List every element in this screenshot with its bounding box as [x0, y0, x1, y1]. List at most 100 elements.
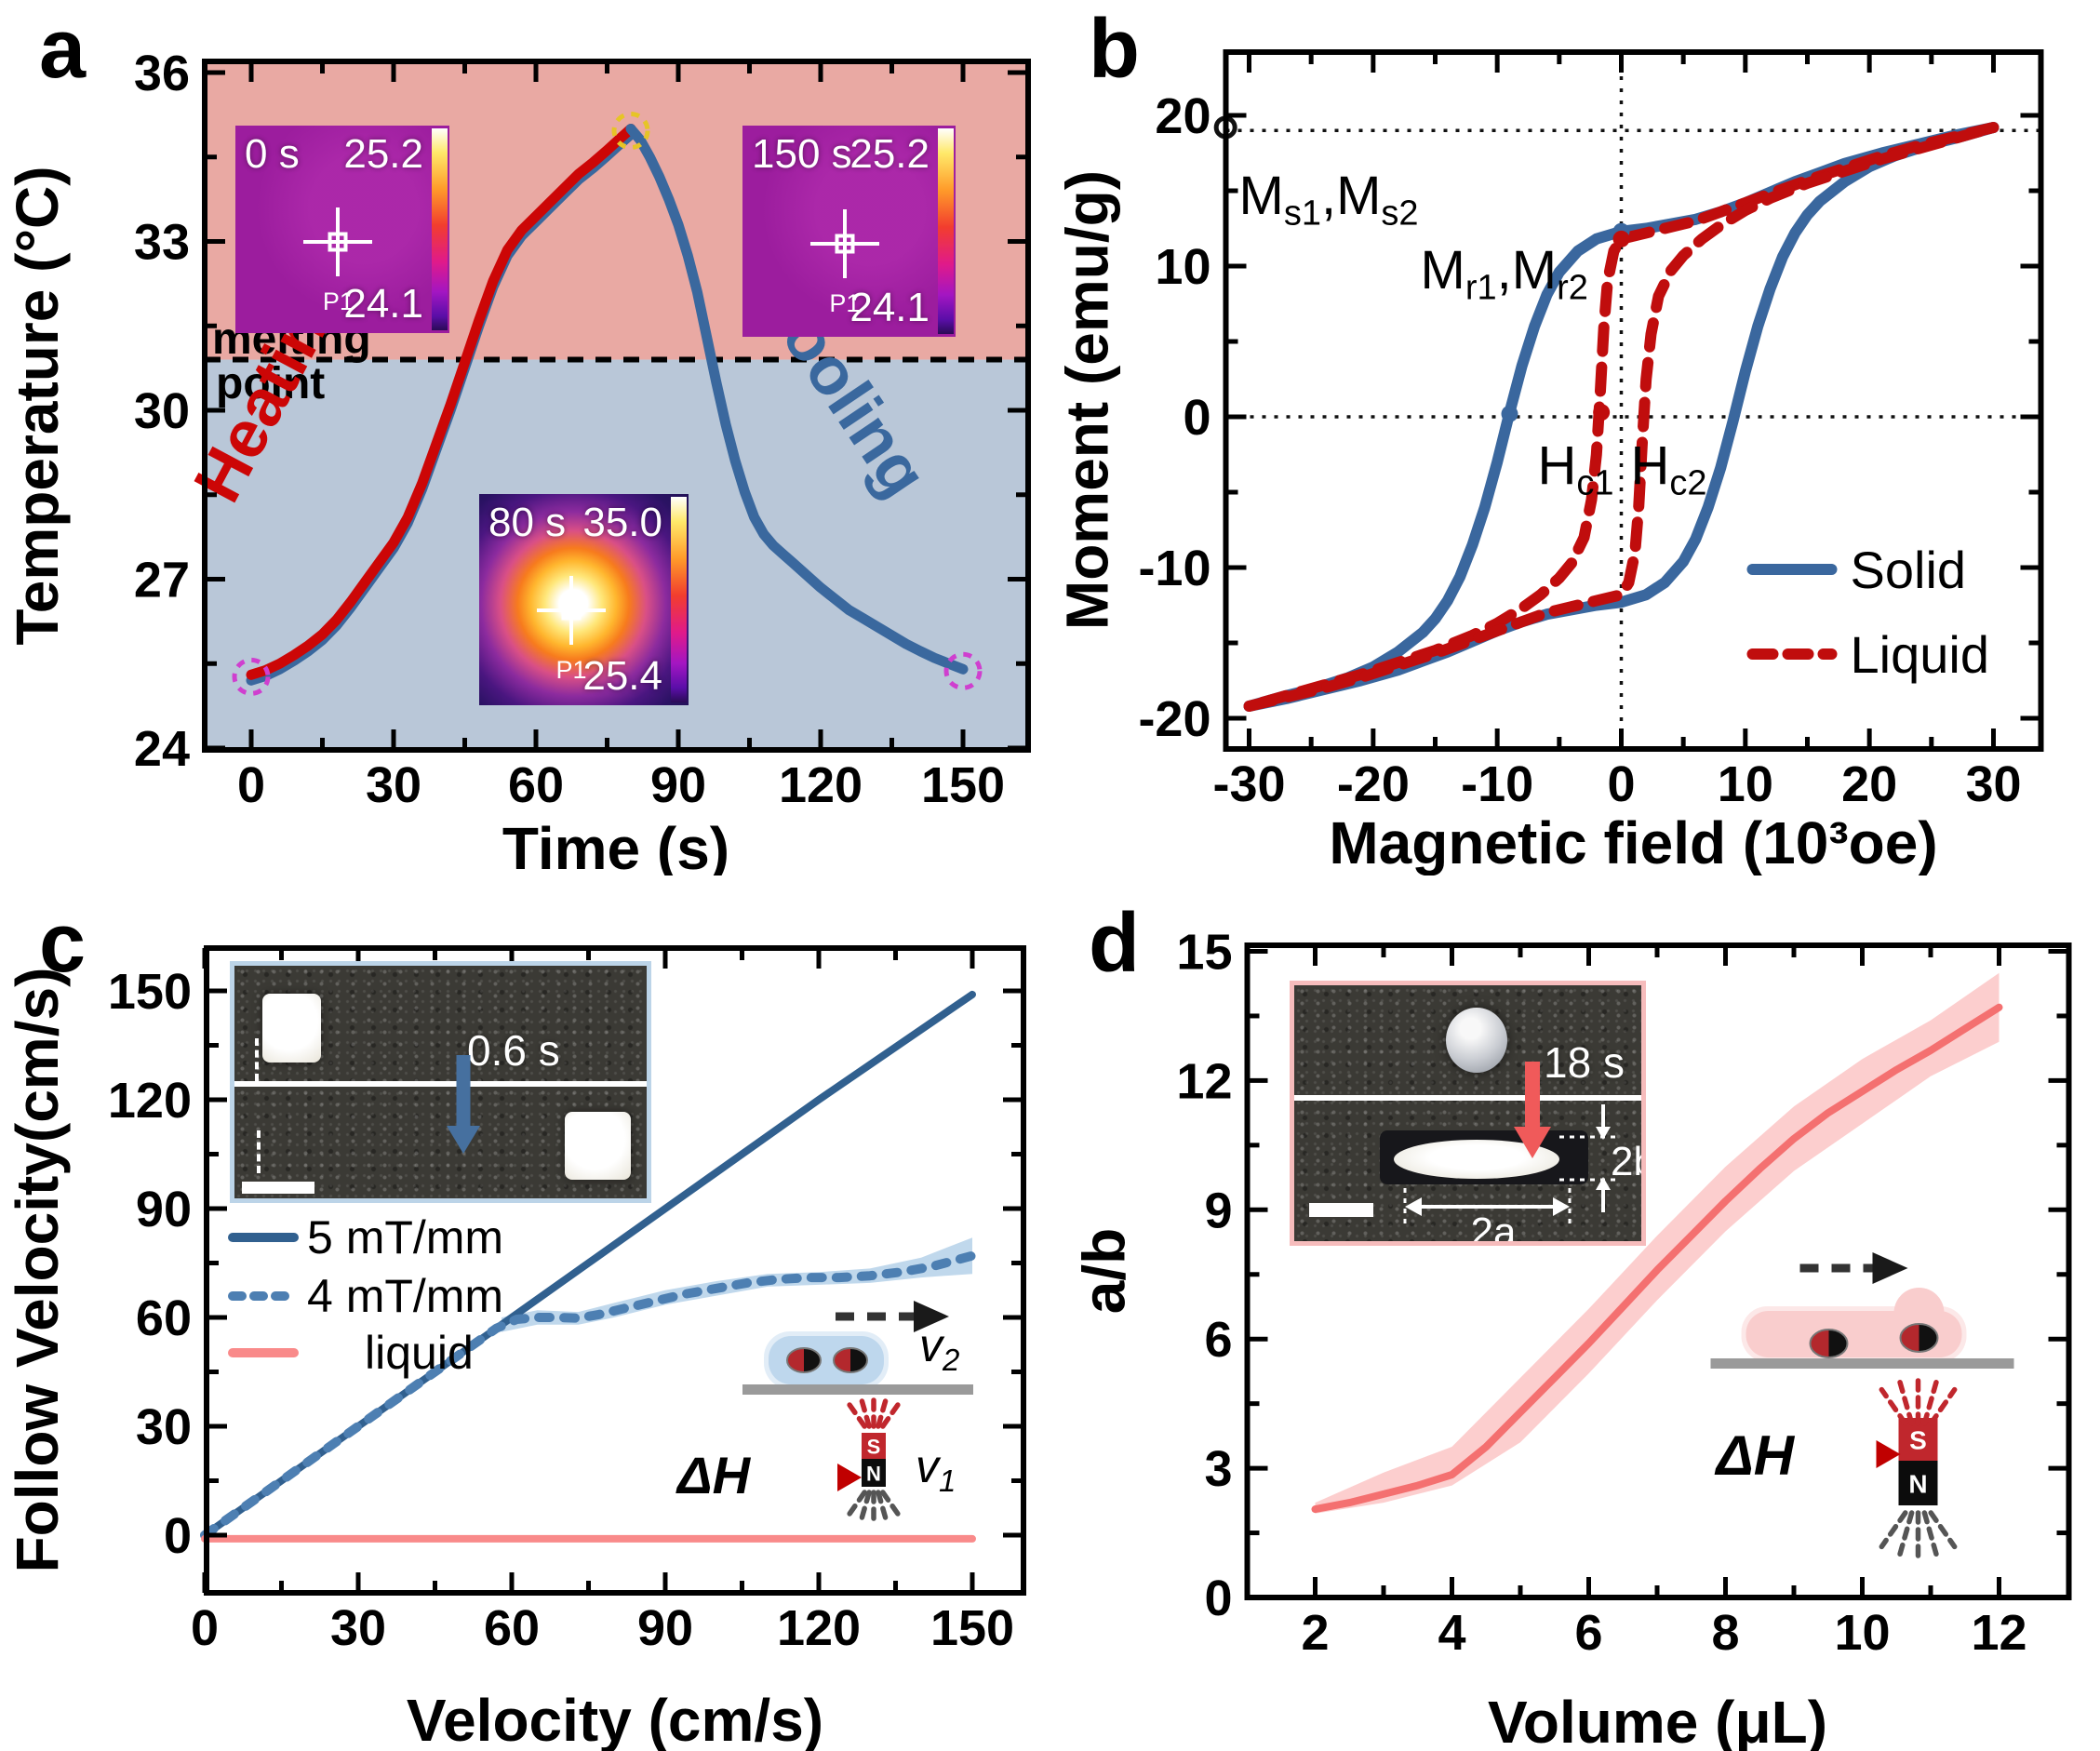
delta-h-label: ΔH [675, 1446, 752, 1504]
panel-a: melting point Heating Cooling 0 30 60 90 120 150 2… [0, 0, 1050, 876]
y-tick-label: 36 [134, 46, 190, 101]
y-tick-label: 3 [1204, 1441, 1232, 1497]
thermal-inset-80s: 80 s 35.0 25.4 P1 [479, 494, 689, 705]
axes: 2 4 6 8 10 12 0 3 6 9 12 15 Volume (μL) a/b [1071, 925, 2072, 1751]
field-line-icon [1921, 1379, 1939, 1426]
solid-ascending-branch [1243, 122, 2000, 712]
y-tick-label: 33 [134, 215, 190, 271]
x-axis-title: Time (s) [502, 815, 729, 876]
x-tick-label: 30 [366, 757, 421, 813]
x-tick-label: 6 [1574, 1605, 1602, 1661]
x-tick-label: 0 [237, 757, 265, 813]
y-tick-label: 15 [1176, 925, 1232, 981]
x-tick-label: 8 [1711, 1605, 1739, 1661]
magnet-south-pole [862, 1433, 886, 1459]
field-line-icon [845, 1399, 867, 1429]
schematic-diagram: v2 SN ΔH v1 [675, 1301, 973, 1529]
field-line-icon [1928, 1510, 1958, 1550]
x-tick-label: 0 [191, 1600, 219, 1656]
y-tick-label: 20 [1155, 88, 1211, 144]
svg-text:Ms1,Ms2: Ms1,Ms2 [1239, 166, 1419, 234]
surface-bar [1710, 1358, 2014, 1369]
inset-time-label: 80 s [488, 500, 567, 545]
x-tick-label: -10 [1461, 756, 1533, 812]
crosshair-icon: P1 [537, 575, 606, 684]
panel-letter-a: a [39, 3, 87, 96]
scale-bar [1309, 1203, 1373, 1217]
legend-label: Solid [1851, 541, 1967, 599]
magnetic-particle-icon [1899, 1323, 1939, 1353]
svg-text:N: N [1908, 1470, 1927, 1499]
legend: Solid Liquid [1746, 541, 1989, 684]
inset-scale-max: 25.2 [849, 131, 930, 177]
x-tick-label: 90 [637, 1600, 693, 1656]
magnet-north-pole [1898, 1461, 1938, 1505]
liquid-ascending-branch [1243, 122, 2000, 712]
y-tick-label: 6 [1204, 1312, 1232, 1368]
x-tick-label: 30 [330, 1600, 386, 1656]
magnet-north-pole [862, 1459, 886, 1487]
field-line-icon [858, 1394, 872, 1429]
svg-text:v2: v2 [919, 1319, 959, 1377]
y-tick-label: -20 [1138, 691, 1211, 747]
y-tick-label: 10 [1155, 239, 1211, 295]
x-tick-label: 0 [1607, 756, 1635, 812]
y-tick-label: 90 [136, 1182, 192, 1237]
magnetic-particle-icon [833, 1347, 868, 1373]
panel-d: S N ΔH 2 4 6 8 10 12 0 3 6 9 12 15 Volume (μL) a/b d 18 … [1050, 876, 2100, 1751]
thermal-inset-150s: 150 s 25.2 24.1 P1 [742, 126, 956, 337]
x-tick-label: 20 [1841, 756, 1897, 812]
y-axis-title: Temperature (°C) [4, 166, 71, 645]
svg-text:Hc1: Hc1 [1537, 435, 1613, 503]
legend-label: 5 mT/mm [307, 1211, 503, 1263]
x-tick-label: 2 [1301, 1605, 1329, 1661]
y-tick-label: 27 [134, 553, 190, 608]
marker-coercivity-solid [1501, 405, 1518, 422]
y-tick-label: 0 [164, 1508, 192, 1564]
scale-bar [242, 1182, 314, 1194]
y-tick-label: -10 [1138, 541, 1211, 596]
thermal-inset-0s: 0 s 25.2 24.1 P1 [235, 126, 449, 333]
schematic-diagram: SN ΔH [1710, 1252, 2014, 1563]
x-axis-title: Velocity (cm/s) [407, 1687, 823, 1751]
y-tick-label: 150 [108, 964, 192, 1020]
field-line-icon [1897, 1510, 1915, 1557]
thermal-colorbar [938, 128, 954, 334]
elapsed-time-label: 0.6 s [467, 1026, 560, 1075]
arrow-down-icon [447, 1055, 480, 1154]
legend-label: 4 mT/mm [307, 1270, 503, 1322]
marker-coercivity-liquid [1593, 404, 1611, 421]
inset-scale-min: 25.4 [582, 653, 662, 699]
crosshair-icon: P1 [303, 207, 373, 315]
legend-label: Liquid [1851, 625, 1989, 684]
y-tick-label: 0 [1183, 390, 1211, 446]
svg-text:N: N [866, 1462, 881, 1485]
field-line-icon [1879, 1510, 1908, 1550]
cooling-curve [625, 124, 969, 675]
inset-scale-max: 25.2 [343, 131, 423, 177]
field-line-icon [858, 1490, 872, 1525]
svg-text:S: S [1909, 1426, 1927, 1455]
panel-b: Ms1,Ms2 Mr1,Mr2 Hc1 Hc2 Solid Liquid -30 -20 -10… [1050, 0, 2100, 876]
field-line-icon [1928, 1386, 1958, 1426]
x-tick-label: -30 [1212, 756, 1285, 812]
confidence-band [1315, 972, 2000, 1514]
x-tick-label: 150 [930, 1600, 1014, 1656]
marker-remanence-liquid [1612, 230, 1630, 247]
legend-label: liquid [365, 1327, 474, 1379]
panel-letter-c: c [39, 897, 87, 990]
inset-time-label: 150 s [752, 131, 852, 177]
photo-inset-c: 0.6 s [230, 961, 651, 1203]
dimension-annotations: 2b 2a [1403, 1062, 1641, 1241]
panel-letter-d: d [1089, 897, 1140, 990]
x-tick-label: 30 [1965, 756, 2021, 812]
x-tick-label: 120 [777, 1600, 861, 1656]
svg-text:S: S [867, 1435, 881, 1458]
field-line-icon [1879, 1386, 1908, 1426]
y-tick-label: 120 [108, 1073, 192, 1129]
solid-robot-frame1 [262, 994, 321, 1063]
y-axis-title: Follow Velocity(cm/s) [4, 968, 71, 1573]
x-tick-label: 60 [484, 1600, 540, 1656]
